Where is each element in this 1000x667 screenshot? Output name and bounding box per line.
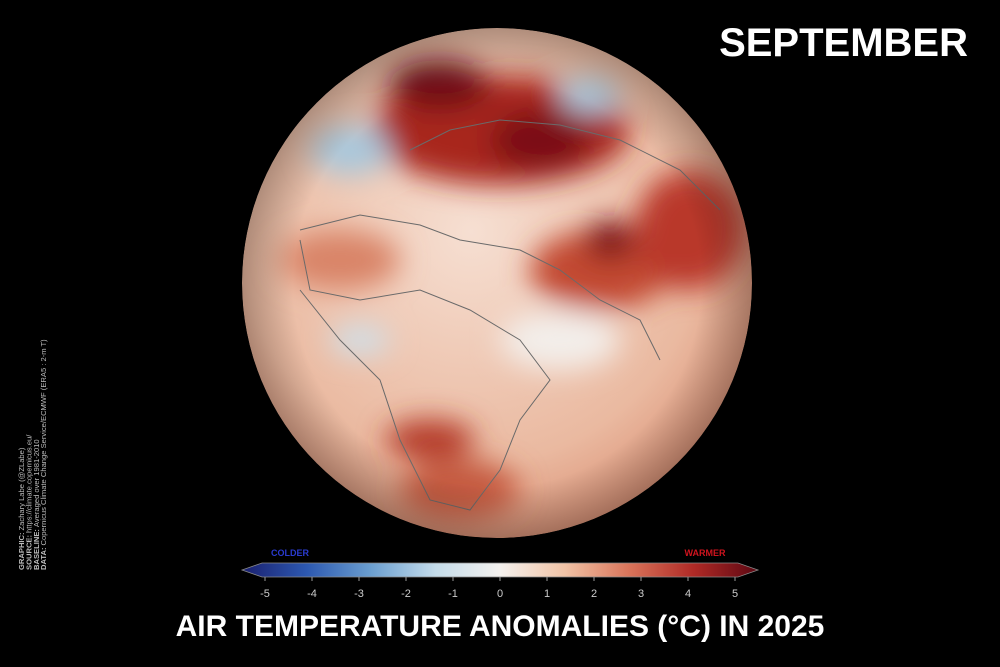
globe (242, 28, 752, 538)
colorbar-bar (240, 562, 760, 578)
colder-label: COLDER (271, 548, 310, 558)
colorbar-tick-label: 2 (591, 588, 597, 600)
credit-line: BASELINE: Averaged over 1981-2010 (32, 439, 41, 570)
credit-text: Averaged over 1981-2010 (32, 439, 41, 527)
colorbar-tick-label: 1 (544, 588, 550, 600)
colorbar-tick-label: 5 (732, 588, 738, 600)
colorbar-tick-label: -1 (448, 588, 458, 600)
credit-text: Copernicus Climate Change Service/ECMWF … (39, 339, 48, 546)
colorbar-tick-label: 0 (497, 588, 503, 600)
warmer-label: WARMER (685, 548, 726, 558)
colorbar-tick-label: -2 (401, 588, 411, 600)
credit-label: GRAPHIC: (17, 532, 26, 570)
credit-text: Zachary Labe (@ZLabe) (17, 447, 26, 530)
credit-label: BASELINE: (32, 529, 41, 570)
map-title: AIR TEMPERATURE ANOMALIES (°C) IN 2025 (176, 610, 825, 643)
credits: GRAPHIC: Zachary Labe (@ZLabe) SOURCE: http… (17, 339, 48, 570)
colorbar-tick-label: -4 (307, 588, 317, 600)
month-title: SEPTEMBER (719, 21, 968, 65)
credit-label: DATA: (39, 548, 48, 571)
credit-text: https://climate.copernicus.eu/ (24, 434, 33, 533)
colorbar-tick-label: -3 (354, 588, 364, 600)
credit-label: SOURCE: (24, 535, 33, 570)
credit-line: DATA: Copernicus Climate Change Service/E… (39, 339, 48, 570)
colorbar-tick-label: 4 (685, 588, 691, 600)
credit-line: SOURCE: https://climate.copernicus.eu/ (24, 434, 33, 570)
colorbar-tick-label: -5 (260, 588, 270, 600)
credit-line: GRAPHIC: Zachary Labe (@ZLabe) (17, 447, 26, 570)
colorbar-tick-label: 3 (638, 588, 644, 600)
colorbar: COLDER WARMER -5 -4 -3 -2 -1 0 1 2 3 4 5 (240, 548, 760, 600)
